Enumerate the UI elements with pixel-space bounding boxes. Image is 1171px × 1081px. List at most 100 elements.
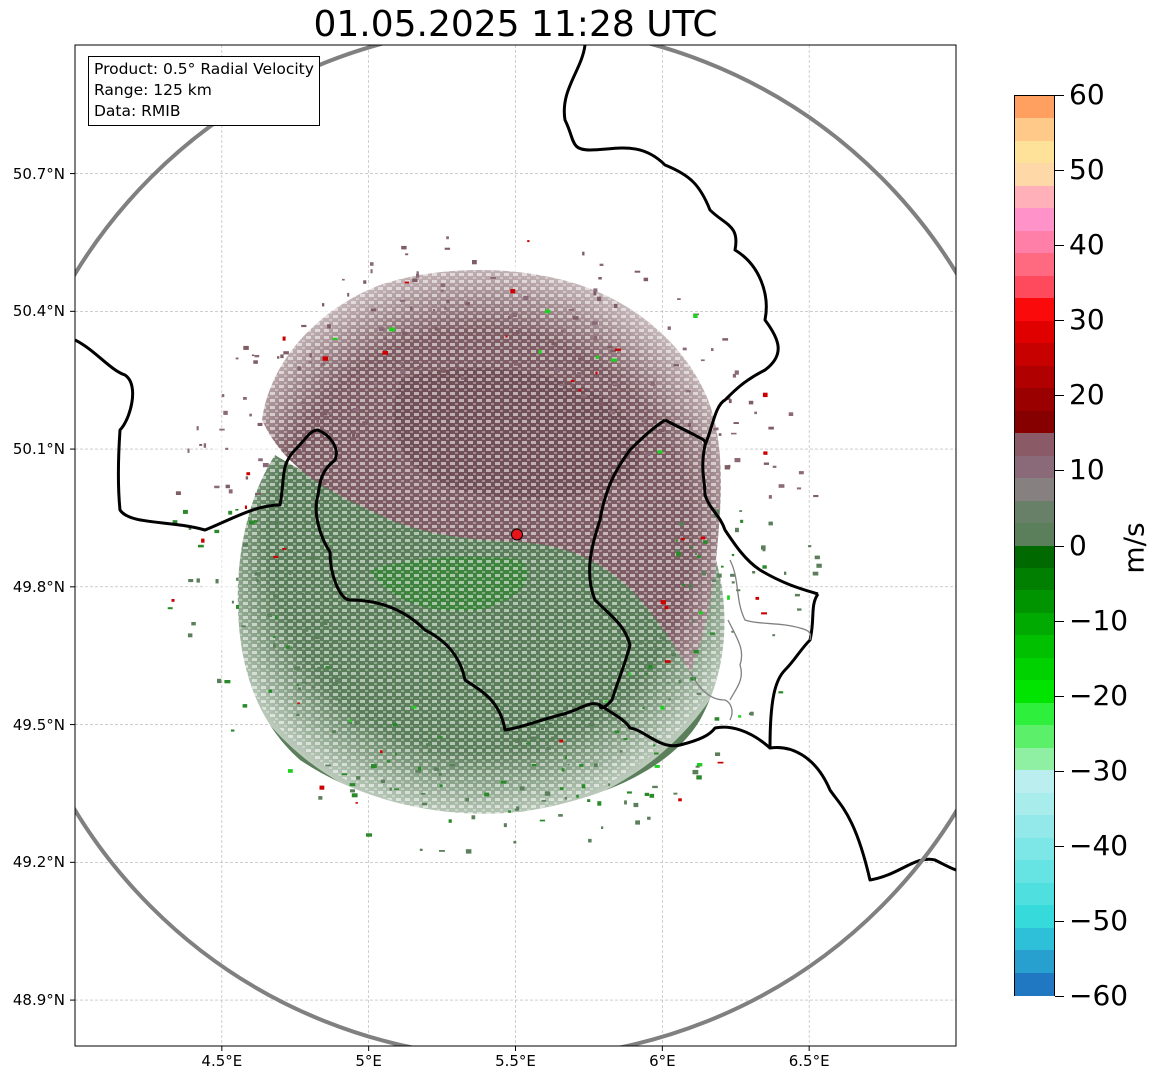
- echo-pixel: [700, 359, 705, 362]
- colorbar-tick: [1055, 920, 1064, 922]
- echo-pixel: [727, 595, 730, 600]
- echo-pixel: [660, 705, 665, 710]
- echo-pixel: [523, 295, 529, 300]
- echo-pixel: [677, 298, 681, 300]
- radar-site-marker[interactable]: [510, 528, 523, 541]
- colorbar-segment: [1015, 837, 1054, 861]
- echo-pixel: [654, 752, 659, 755]
- colorbar-tick: [1055, 996, 1064, 997]
- echo-pixel: [243, 543, 248, 547]
- echo-pixel: [282, 336, 286, 341]
- echo-pixel: [392, 723, 398, 727]
- echo-pixel: [203, 443, 207, 448]
- echo-pixel: [342, 278, 345, 281]
- echo-pixel: [597, 801, 602, 806]
- echo-pixel: [341, 773, 348, 776]
- echo-pixel: [752, 571, 756, 574]
- echo-pixel: [254, 355, 260, 358]
- echo-pixel: [217, 678, 222, 684]
- colorbar-segment: [1015, 702, 1054, 726]
- echo-pixel: [551, 736, 555, 741]
- echo-pixel: [400, 369, 406, 374]
- echo-pixel: [667, 326, 671, 330]
- echo-pixel: [700, 536, 706, 540]
- echo-pixel: [576, 372, 583, 375]
- colorbar-segment: [1015, 365, 1054, 389]
- echo-pixel: [302, 628, 309, 632]
- echo-pixel: [224, 680, 231, 684]
- echo-pixel: [228, 510, 233, 515]
- echo-pixel: [280, 354, 284, 359]
- echo-pixel: [641, 418, 646, 423]
- echo-pixel: [724, 465, 730, 470]
- echo-pixel: [664, 605, 669, 610]
- echo-pixel: [551, 342, 555, 346]
- colorbar-tick-label: 30: [1069, 303, 1105, 337]
- colorbar-tick: [1055, 695, 1064, 697]
- echo-pixel: [538, 349, 542, 354]
- echo-pixel: [675, 539, 678, 542]
- colorbar-segment: [1015, 815, 1054, 839]
- echo-pixel: [688, 584, 693, 589]
- echo-pixel: [347, 292, 350, 297]
- echo-pixel: [301, 401, 306, 404]
- echo-pixel: [448, 819, 452, 823]
- echo-pixel: [308, 361, 313, 363]
- colorbar-tick-label: −50: [1069, 903, 1129, 937]
- echo-pixel: [219, 428, 225, 431]
- echo-pixel: [273, 594, 279, 598]
- echo-pixel: [647, 459, 653, 462]
- echo-pixel: [808, 545, 812, 548]
- echo-pixel: [763, 451, 768, 455]
- echo-pixel: [302, 442, 307, 446]
- echo-pixel: [349, 783, 356, 787]
- echo-pixel: [761, 545, 766, 550]
- echo-pixel: [654, 765, 660, 768]
- echo-pixel: [351, 793, 358, 798]
- echo-pixel: [660, 600, 666, 605]
- echo-pixel: [389, 327, 395, 332]
- echo-pixel: [672, 440, 676, 445]
- echo-pixel: [318, 796, 323, 800]
- echo-pixel: [472, 260, 477, 265]
- echo-pixel: [588, 692, 592, 695]
- colorbar-segment: [1015, 118, 1054, 142]
- echo-pixel: [394, 788, 399, 790]
- echo-pixel: [335, 698, 340, 701]
- echo-pixel: [625, 420, 629, 424]
- echo-pixel: [332, 337, 338, 340]
- echo-pixel: [702, 571, 706, 576]
- colorbar-segment: [1015, 433, 1054, 457]
- echo-pixel: [734, 370, 739, 375]
- echo-pixel: [262, 463, 269, 468]
- echo-pixel: [301, 324, 307, 328]
- echo-pixel: [272, 636, 276, 638]
- echo-pixel: [587, 799, 591, 802]
- echo-pixel: [387, 760, 391, 763]
- lon-tick-label: 6°E: [649, 1052, 676, 1070]
- echo-pixel: [768, 495, 772, 499]
- colorbar-segment: [1015, 680, 1054, 704]
- echo-pixel: [593, 288, 598, 292]
- echo-pixel: [510, 289, 516, 294]
- echo-pixel: [380, 779, 386, 783]
- data-source-label: Data: RMIB: [94, 102, 181, 120]
- echo-pixel: [370, 269, 373, 274]
- echo-pixel: [183, 509, 188, 514]
- echo-pixel: [508, 810, 511, 813]
- echo-pixel: [297, 687, 301, 691]
- colorbar-tick: [1055, 395, 1064, 397]
- echo-pixel: [748, 712, 753, 715]
- echo-pixel: [559, 739, 564, 743]
- echo-pixel: [555, 368, 560, 373]
- echo-pixel: [748, 400, 754, 405]
- echo-pixel: [654, 648, 657, 652]
- echo-pixel: [598, 277, 602, 280]
- echo-pixel: [735, 527, 739, 533]
- echo-pixel: [666, 681, 670, 684]
- echo-pixel: [440, 369, 447, 373]
- echo-pixel: [714, 717, 720, 721]
- echo-pixel: [559, 383, 566, 386]
- colorbar-segment: [1015, 770, 1054, 794]
